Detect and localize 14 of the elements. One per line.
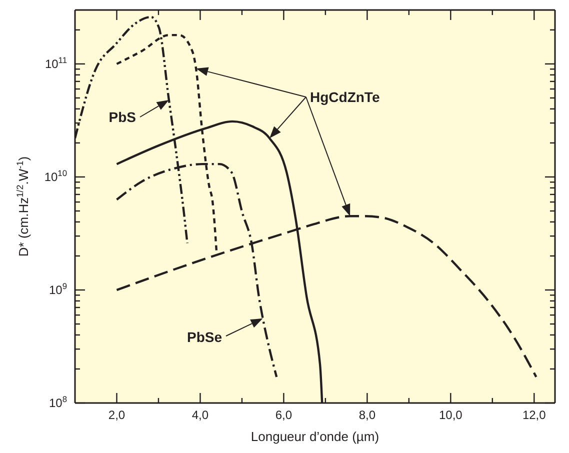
x-tick-label: 2,0: [108, 408, 126, 422]
annotation: PbS: [108, 109, 136, 125]
x-tick-label: 12,0: [522, 408, 546, 422]
x-tick-label: 4,0: [192, 408, 209, 422]
x-axis-title: Longueur d’onde (µm): [250, 429, 380, 444]
y-tick-label: 10$^{11}$: [44, 54, 68, 71]
annotation: PbSe: [186, 329, 222, 345]
x-tick-label: 10,0: [438, 408, 463, 422]
annotation: HgCdZnTe: [310, 89, 380, 105]
y-tick-label: 10$^{8}$: [48, 394, 68, 410]
y-tick-label: 10$^{9}$: [48, 280, 68, 297]
y-tick-label: 10$^{10}$: [44, 168, 68, 184]
x-tick-label: 6,0: [275, 408, 292, 422]
x-tick-label: 8,0: [358, 408, 376, 422]
